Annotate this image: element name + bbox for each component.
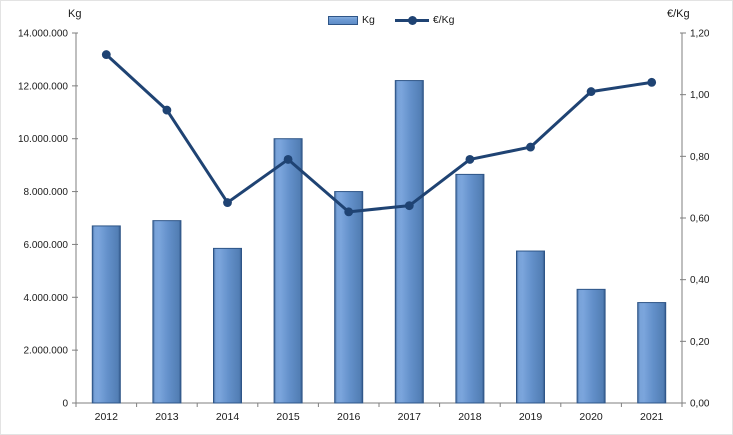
x-axis-label-2019: 2019 [519, 411, 543, 423]
price-line [104, 53, 654, 214]
legend: Kg €/Kg [328, 14, 454, 26]
legend-label-eur-per-kg: €/Kg [432, 14, 455, 26]
x-axis-label-2017: 2017 [398, 411, 422, 423]
bar-2019 [516, 250, 545, 404]
marker-2014 [223, 198, 232, 207]
left-axis-title: Kg [68, 8, 82, 20]
right-axis-tick-label: 0,80 [690, 152, 710, 163]
x-axis-label-2013: 2013 [155, 411, 179, 423]
x-axis-label-2020: 2020 [579, 411, 603, 423]
bar-2016 [334, 191, 364, 404]
legend-label-kg: Kg [362, 14, 375, 26]
right-axis-tick-label: 1,20 [690, 29, 710, 40]
marker-2019 [526, 142, 535, 152]
right-axis-tick-label: 0,40 [690, 275, 710, 286]
bar-2018 [455, 173, 485, 404]
bar-2017 [394, 80, 424, 404]
right-axis-tick-label: 0,60 [690, 214, 710, 225]
left-axis-tick-label: 4.000.000 [24, 293, 69, 304]
marker-2017 [404, 201, 414, 211]
left-axis-tick-label: 6.000.000 [24, 240, 69, 251]
x-axis-label-2018: 2018 [458, 411, 482, 423]
left-axis-tick-label: 10.000.000 [18, 134, 68, 145]
marker-2016 [344, 207, 354, 217]
right-axis-title: €/Kg [667, 8, 690, 20]
marker-2013 [162, 105, 172, 115]
left-axis-tick-label: 12.000.000 [18, 81, 68, 92]
left-axis-tick-label: 8.000.000 [24, 187, 69, 198]
marker-2015 [283, 155, 293, 164]
left-axis-tick-label: 2.000.000 [24, 346, 69, 357]
x-axis-label-2012: 2012 [95, 411, 119, 423]
bar-2020 [576, 288, 606, 404]
legend-item-eur-per-kg: €/Kg [394, 14, 455, 26]
kg-bar-swatch-icon [328, 15, 358, 25]
bar-2021 [637, 302, 667, 404]
marker-2012 [101, 50, 111, 59]
x-axis-label-2016: 2016 [337, 411, 361, 423]
x-axis-label-2014: 2014 [216, 411, 240, 423]
eur-per-kg-marker-icon [407, 15, 417, 25]
bar-2012 [91, 225, 121, 404]
bar-2015 [273, 138, 303, 404]
x-axis-label-2021: 2021 [640, 411, 664, 423]
right-axis-tick-label: 0,20 [690, 337, 710, 348]
bar-2014 [213, 247, 242, 404]
bar-2013 [152, 220, 182, 404]
marker-2021 [647, 77, 657, 87]
left-axis-tick-label: 0 [62, 399, 68, 410]
left-axis-tick-label: 14.000.000 [18, 29, 68, 40]
right-axis-tick-label: 1,00 [690, 90, 710, 101]
marker-2018 [465, 155, 475, 164]
x-axis-label-2015: 2015 [276, 411, 300, 423]
right-axis-tick-label: 0,00 [690, 399, 710, 410]
eur-per-kg-line-swatch-icon [394, 15, 429, 25]
legend-item-kg: Kg [328, 14, 375, 26]
marker-2020 [586, 87, 596, 96]
